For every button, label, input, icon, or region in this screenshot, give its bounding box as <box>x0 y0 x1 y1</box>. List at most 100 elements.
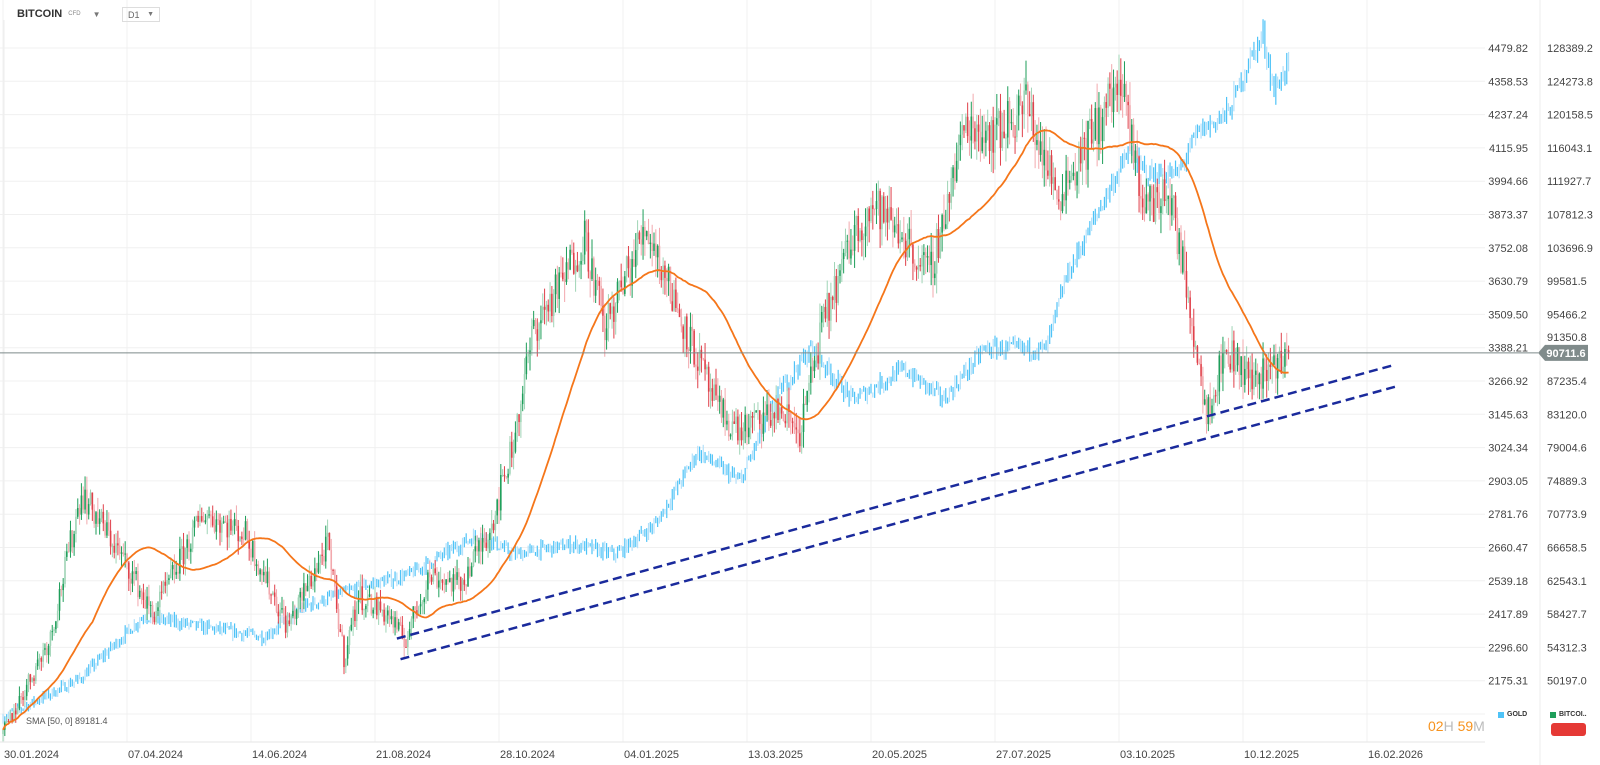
candle-body <box>1158 192 1160 213</box>
candle-body <box>627 256 630 269</box>
bitcoin-candle <box>820 305 823 333</box>
candle-body <box>660 272 663 281</box>
candle-body <box>937 229 940 258</box>
bitcoin-candle <box>168 574 170 585</box>
candle-body <box>669 266 672 302</box>
candle-body <box>1163 179 1166 202</box>
bitcoin-candle <box>868 206 870 243</box>
candle-body <box>802 403 805 432</box>
bitcoin-candle <box>547 299 550 322</box>
candle-body <box>755 410 757 413</box>
bitcoin-candle <box>773 411 776 433</box>
candle-body <box>439 579 442 581</box>
bitcoin-candle <box>636 220 639 266</box>
bitcoin-candle <box>1105 93 1108 126</box>
gold-axis-label: 2539.18 <box>1488 576 1528 588</box>
candle-body <box>1068 180 1071 183</box>
candle-body <box>419 604 422 607</box>
bitcoin-candle <box>594 267 597 303</box>
bitcoin-candle <box>771 403 774 437</box>
candle-body <box>733 421 736 424</box>
candle-body <box>1121 95 1124 97</box>
candle-body <box>9 713 12 722</box>
symbol-selector[interactable]: BITCOIN CFD ▼ <box>17 8 101 20</box>
candle-body <box>886 208 889 223</box>
candle-body <box>111 545 114 547</box>
candle-body <box>128 562 130 579</box>
candle-body <box>1280 350 1283 374</box>
candle-body <box>744 414 746 432</box>
bitcoin-candle <box>895 208 898 234</box>
bitcoin-candle <box>963 125 965 138</box>
sell-button[interactable] <box>1551 723 1586 736</box>
bitcoin-candle <box>1174 192 1177 231</box>
bitcoin-candle <box>954 153 956 190</box>
bitcoin-candle <box>113 534 116 559</box>
bitcoin-candle <box>1076 171 1078 199</box>
caret-down-icon[interactable]: ▼ <box>92 9 101 19</box>
candle-body <box>587 232 590 272</box>
bitcoin-candle <box>49 629 52 657</box>
bitcoin-candle <box>1087 120 1089 188</box>
bitcoin-candle <box>148 584 150 614</box>
candle-body <box>22 697 24 700</box>
caret-down-icon: ▼ <box>147 11 154 18</box>
candle-body <box>496 499 498 516</box>
candle-body <box>735 416 737 424</box>
bitcoin-candle <box>36 651 39 670</box>
bitcoin-candle <box>438 571 440 598</box>
candle-body <box>753 412 756 418</box>
candle-body <box>994 124 996 153</box>
timeframe-dropdown[interactable]: D1 ▼ <box>122 7 160 22</box>
bitcoin-candle <box>1242 339 1244 399</box>
sma-indicator-label[interactable]: SMA [50, 0] 89181.4 <box>26 716 108 726</box>
bitcoin-candle <box>1036 124 1038 151</box>
bitcoin-candle <box>268 567 271 600</box>
bitcoin-candle <box>200 507 203 523</box>
candle-body <box>682 326 684 339</box>
bitcoin-candle <box>1141 184 1144 220</box>
bitcoin-candle <box>1165 185 1168 214</box>
candle-body <box>135 571 137 575</box>
bitcoin-candle <box>91 492 94 521</box>
candle-body <box>107 522 110 531</box>
bitcoin-candle <box>1008 97 1011 145</box>
bitcoin-candle <box>791 417 794 434</box>
bitcoin-candle <box>713 378 715 402</box>
candle-body <box>724 399 726 425</box>
bitcoin-candle <box>1001 112 1004 151</box>
candle-body <box>941 214 943 233</box>
bitcoin-candle <box>332 568 334 575</box>
bitcoin-candle <box>337 603 340 637</box>
candle-body <box>638 232 641 240</box>
bitcoin-candle <box>1027 81 1029 133</box>
bitcoin-candle <box>514 421 517 454</box>
candle-body <box>1233 340 1235 372</box>
candle-body <box>213 525 216 532</box>
bitcoin-candle <box>704 343 706 381</box>
candle-body <box>386 610 389 616</box>
candle-body <box>1238 347 1241 376</box>
legend-gold[interactable]: GOLD <box>1498 711 1527 718</box>
candle-body <box>71 530 74 548</box>
bitcoin-candle <box>1129 82 1131 152</box>
bitcoin-candle <box>1218 350 1221 405</box>
bitcoin-candle <box>696 352 699 389</box>
candle-body <box>1052 177 1055 184</box>
legend-bitcoin[interactable]: BITCOI.. <box>1550 711 1587 718</box>
gold-axis-label: 2903.05 <box>1488 476 1528 488</box>
bitcoin-candle <box>651 224 653 267</box>
candle-body <box>241 536 243 539</box>
candle-body <box>1065 170 1067 201</box>
candle-body <box>833 276 836 301</box>
candle-body <box>904 240 907 258</box>
bitcoin-candle <box>799 418 801 453</box>
bitcoin-candle <box>751 411 754 434</box>
candle-body <box>392 616 395 628</box>
candle-body <box>1081 137 1084 164</box>
candle-body <box>562 272 564 280</box>
candle-body <box>253 540 256 567</box>
bitcoin-candle <box>319 554 322 574</box>
bitcoin-candle <box>729 433 732 440</box>
